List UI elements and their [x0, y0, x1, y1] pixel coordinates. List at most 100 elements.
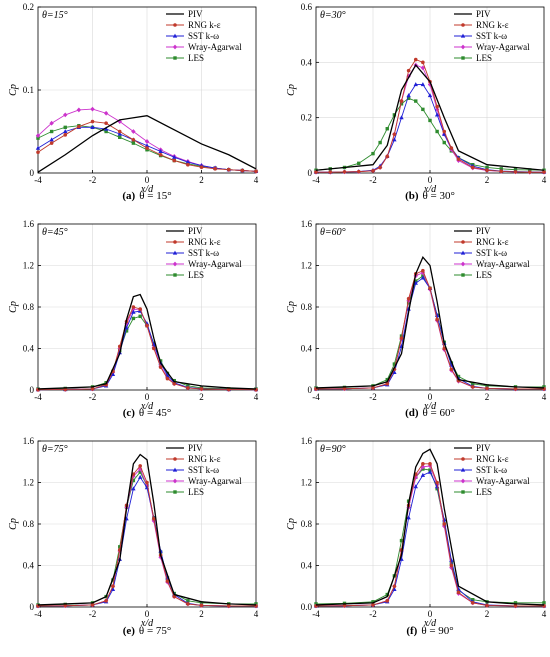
data-point	[314, 170, 318, 174]
data-point	[342, 170, 347, 174]
y-tick-label: 0.4	[23, 344, 35, 354]
data-point	[145, 480, 149, 485]
caption-letter: (d)	[405, 407, 419, 419]
data-point	[144, 321, 150, 326]
gridlines	[316, 7, 544, 173]
data-point	[428, 286, 432, 291]
series-line	[315, 63, 545, 171]
data-point	[485, 384, 489, 388]
data-point	[385, 598, 390, 603]
series-rng-k-	[36, 119, 258, 174]
series-line	[37, 315, 257, 390]
legend-label: RNG k-ε	[476, 454, 509, 464]
data-point	[90, 603, 95, 607]
data-point	[35, 145, 41, 150]
y-tick-label: 1.2	[23, 478, 34, 488]
legend-label: RNG k-ε	[476, 20, 509, 30]
data-point	[513, 604, 518, 608]
legend-label: RNG k-ε	[188, 454, 221, 464]
data-point	[399, 336, 404, 340]
x-tick-label: 4	[542, 175, 547, 185]
data-point	[392, 584, 397, 589]
data-point	[420, 275, 426, 280]
data-point	[103, 126, 109, 131]
data-point	[186, 162, 190, 167]
data-point	[527, 170, 532, 174]
series-piv	[37, 115, 257, 173]
x-tick-label: 2	[485, 175, 490, 185]
x-tick-label: -2	[369, 175, 377, 185]
data-point	[90, 119, 95, 124]
data-point	[435, 317, 439, 322]
y-tick-label: 1.2	[301, 261, 312, 271]
data-point	[357, 161, 361, 166]
x-tick-label: -4	[312, 609, 320, 619]
y-tick-label: 1.2	[23, 261, 34, 271]
data-point	[392, 586, 397, 591]
caption-text: θ = 30°	[423, 190, 455, 202]
data-point	[131, 486, 136, 491]
legend-marker	[461, 23, 465, 27]
data-point	[449, 563, 454, 568]
data-point	[138, 470, 142, 474]
series-line	[37, 306, 257, 391]
data-point	[392, 132, 397, 137]
data-point	[158, 149, 163, 154]
data-point	[131, 305, 136, 309]
data-point	[199, 165, 204, 169]
series-line	[315, 463, 544, 607]
data-point	[420, 472, 426, 477]
y-tick-label: 1.2	[301, 478, 312, 488]
caption-letter: (b)	[405, 190, 419, 202]
data-point	[172, 154, 177, 159]
legend-label: PIV	[188, 443, 203, 453]
legend-label: PIV	[476, 9, 491, 19]
data-point	[144, 139, 150, 144]
caption-text: θ = 90°	[421, 625, 453, 637]
data-point	[406, 96, 411, 100]
data-point	[49, 141, 54, 145]
data-point	[63, 129, 68, 134]
x-tick-label: 4	[254, 175, 259, 185]
data-point	[186, 599, 190, 603]
legend-marker	[172, 261, 178, 267]
series-line	[315, 471, 544, 607]
legend-label: Wray-Agarwal	[476, 259, 530, 269]
caption-text: θ = 75°	[139, 625, 171, 637]
data-point	[385, 592, 389, 597]
panel-caption: (d) θ = 60°	[405, 407, 455, 419]
data-point	[421, 268, 425, 273]
legend-marker	[172, 478, 178, 484]
legend-label: LES	[476, 53, 492, 63]
data-point	[226, 167, 231, 172]
x-tick-label: -2	[89, 609, 97, 619]
legend-label: SST k-ω	[476, 465, 507, 475]
data-point	[442, 346, 447, 351]
data-point	[499, 169, 504, 174]
data-point	[427, 82, 433, 87]
y-tick-label: 0.2	[301, 113, 312, 123]
y-axis-label: Cp	[8, 518, 19, 530]
data-point	[378, 165, 382, 170]
legend-label: LES	[188, 53, 204, 63]
data-point	[428, 118, 432, 123]
x-tick-label: 0	[145, 175, 150, 185]
data-point	[399, 99, 404, 103]
legend-marker	[173, 23, 177, 27]
data-point	[213, 167, 217, 171]
data-point	[385, 381, 390, 386]
x-tick-label: 2	[199, 175, 204, 185]
data-point	[199, 603, 204, 608]
data-point	[392, 113, 397, 117]
data-point	[111, 584, 115, 589]
data-point	[103, 110, 109, 116]
y-tick-label: 0.8	[23, 302, 35, 312]
panel-caption: (b) θ = 30°	[405, 190, 455, 202]
series-line	[315, 448, 545, 606]
legend-marker	[461, 490, 465, 494]
x-tick-label: 2	[485, 609, 490, 619]
data-point	[110, 586, 116, 591]
series-line	[315, 270, 544, 390]
legend-label: SST k-ω	[188, 465, 219, 475]
